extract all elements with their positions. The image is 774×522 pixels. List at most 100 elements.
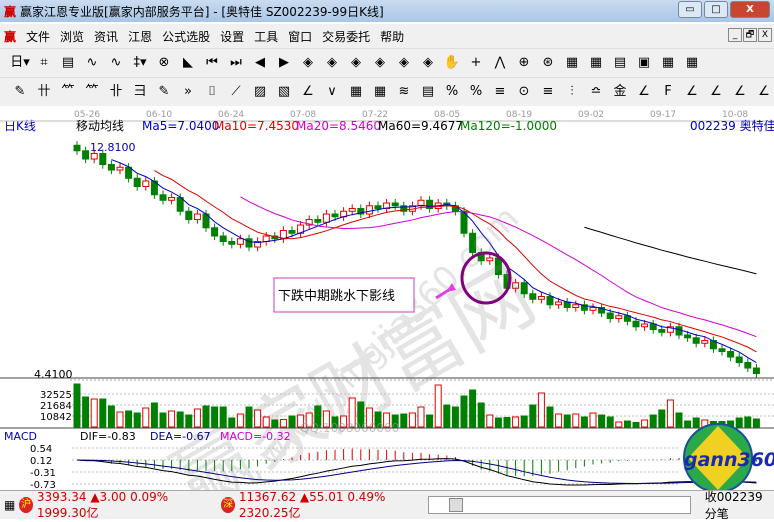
- toolbar-icon[interactable]: ▦: [565, 55, 579, 70]
- toolbar-icon[interactable]: ⊗: [158, 55, 170, 70]
- menu-item[interactable]: 交易委托: [322, 29, 371, 44]
- toolbar-icon[interactable]: ◈: [351, 55, 361, 70]
- drawing-tool-icon[interactable]: ≡: [542, 84, 554, 99]
- menu-item[interactable]: 资讯: [94, 29, 119, 44]
- drawing-tool-icon[interactable]: ▤: [421, 84, 435, 99]
- volume-bar: [426, 414, 434, 428]
- drawing-tool-icon[interactable]: »: [184, 84, 192, 99]
- macd-dif: DIF=-0.83: [80, 430, 136, 443]
- candle: [99, 153, 107, 166]
- minimize-button[interactable]: ▭: [678, 1, 702, 18]
- toolbar-icon[interactable]: ‡▾: [133, 55, 147, 70]
- date-tick: 06-10: [146, 110, 172, 120]
- maximize-button[interactable]: □: [704, 1, 728, 18]
- volume-bar: [572, 413, 580, 428]
- kline-chart[interactable]: 日K线 05-26 06-10 06-24 07-08 07-22 08-05 08-19 0…: [0, 106, 774, 522]
- drawing-tool-icon[interactable]: 卝: [109, 84, 123, 99]
- toolbar-icon[interactable]: 日▾: [10, 55, 30, 70]
- mdi-button[interactable]: _: [728, 28, 742, 42]
- toolbar-icon[interactable]: ▦: [661, 55, 675, 70]
- drawing-tool-icon[interactable]: ≋: [398, 84, 410, 99]
- toolbar-icon[interactable]: ◈: [327, 55, 337, 70]
- drawing-tool-icon[interactable]: ∨: [327, 84, 337, 99]
- toolbar-icon[interactable]: ◈: [423, 55, 433, 70]
- volume-bar: [563, 414, 571, 428]
- sz-index-quote[interactable]: 11367.62 ▲55.01 0.49% 2320.25亿: [238, 489, 386, 520]
- drawing-tool-icon[interactable]: F: [664, 84, 672, 99]
- drawing-tool-icon[interactable]: %: [469, 84, 483, 99]
- low-price-label: 4.4100: [34, 368, 73, 381]
- drawing-tool-icon[interactable]: ∠: [710, 84, 722, 99]
- drawing-tool-icon[interactable]: ∠: [758, 84, 770, 99]
- drawing-tool-icon[interactable]: ⺮: [85, 84, 99, 99]
- toolbar-icon[interactable]: ∿: [86, 55, 98, 70]
- toolbar-icon[interactable]: ⌗: [40, 55, 48, 70]
- calendar-icon[interactable]: ▦: [4, 498, 16, 512]
- menu-item[interactable]: 帮助: [380, 29, 405, 44]
- drawing-tool-icon[interactable]: ⟋: [231, 84, 241, 99]
- drawing-tool-icon[interactable]: ⌷: [208, 84, 216, 99]
- toolbar-icon[interactable]: ◈: [375, 55, 385, 70]
- menu-item[interactable]: 浏览: [60, 29, 85, 44]
- drawing-tool-icon[interactable]: ≡: [494, 84, 506, 99]
- menu-item[interactable]: 工具: [254, 29, 279, 44]
- drawing-tool-icon[interactable]: ⊙: [518, 84, 530, 99]
- mdi-button[interactable]: X: [758, 28, 772, 42]
- drawing-tool-icon[interactable]: 金: [613, 84, 627, 99]
- toolbar-icon[interactable]: ▤: [613, 55, 627, 70]
- volume-bar: [641, 419, 649, 428]
- drawing-tool-icon[interactable]: ✎: [158, 84, 170, 99]
- toolbar-icon[interactable]: ⊕: [518, 55, 530, 70]
- drawing-tool-icon[interactable]: 彐: [133, 84, 147, 99]
- drawing-tool-icon[interactable]: ∠: [638, 84, 650, 99]
- toolbar-icon[interactable]: +: [470, 55, 482, 70]
- volume-bar: [73, 383, 81, 428]
- toolbar-icon[interactable]: ▣: [637, 55, 651, 70]
- toolbar-icon[interactable]: ⋀: [494, 55, 506, 70]
- toolbar-icon[interactable]: ▶: [279, 55, 289, 70]
- volume-bar: [632, 422, 640, 428]
- candle: [589, 307, 597, 311]
- sh-index-quote[interactable]: 3393.34 ▲3.00 0.09% 1999.30亿: [36, 489, 169, 520]
- toolbar-icon[interactable]: ▦: [589, 55, 603, 70]
- drawing-tool-icon[interactable]: ∠: [686, 84, 698, 99]
- menu-item[interactable]: 江恩: [128, 29, 153, 44]
- toolbar-icon[interactable]: ▤: [61, 55, 75, 70]
- drawing-tool-icon[interactable]: ⫶: [570, 84, 574, 99]
- volume-tick: 21684: [40, 401, 72, 412]
- tick-data-label[interactable]: 收002239分笔: [704, 490, 763, 521]
- toolbar-icon[interactable]: ◈: [303, 55, 313, 70]
- toolbar-icon[interactable]: ⏮: [206, 55, 218, 70]
- volume-bar: [254, 409, 262, 428]
- menu-item[interactable]: 设置: [220, 29, 245, 44]
- toolbar-icon[interactable]: ∿: [110, 55, 122, 70]
- toolbar-icon[interactable]: ◀: [255, 55, 265, 70]
- toolbar-icon[interactable]: ◈: [399, 55, 409, 70]
- mdi-button[interactable]: 🗗: [743, 28, 757, 42]
- drawing-tool-icon[interactable]: %: [445, 84, 459, 99]
- drawing-tool-icon[interactable]: ▧: [277, 84, 291, 99]
- toolbar-icon[interactable]: ⏭: [230, 55, 242, 70]
- drawing-tool-icon[interactable]: ⺮: [61, 84, 75, 99]
- candle: [512, 282, 520, 289]
- close-button[interactable]: X: [730, 1, 770, 18]
- menu-item[interactable]: 窗口: [288, 29, 313, 44]
- candle: [168, 197, 176, 201]
- drawing-tool-icon[interactable]: ∠: [734, 84, 746, 99]
- drawing-tool-icon[interactable]: 卄: [37, 84, 51, 99]
- volume-bar: [434, 384, 442, 428]
- drawing-tool-icon[interactable]: ∠: [302, 84, 314, 99]
- drawing-tool-icon[interactable]: ▨: [253, 84, 267, 99]
- drawing-tool-icon[interactable]: ▦: [349, 84, 363, 99]
- toolbar-icon[interactable]: ▦: [685, 55, 699, 70]
- drawing-tool-icon[interactable]: ✎: [14, 84, 26, 99]
- toolbar-icon[interactable]: ✋: [443, 55, 461, 70]
- toolbar-icon[interactable]: ◣: [183, 55, 193, 70]
- ma20-line: [240, 196, 757, 338]
- horizontal-scrollbar[interactable]: [428, 496, 691, 514]
- menu-item[interactable]: 公式选股: [162, 29, 211, 44]
- drawing-tool-icon[interactable]: ≏: [590, 84, 602, 99]
- drawing-tool-icon[interactable]: ▦: [373, 84, 387, 99]
- toolbar-icon[interactable]: ⊛: [542, 55, 554, 70]
- menu-item[interactable]: 文件: [26, 29, 51, 44]
